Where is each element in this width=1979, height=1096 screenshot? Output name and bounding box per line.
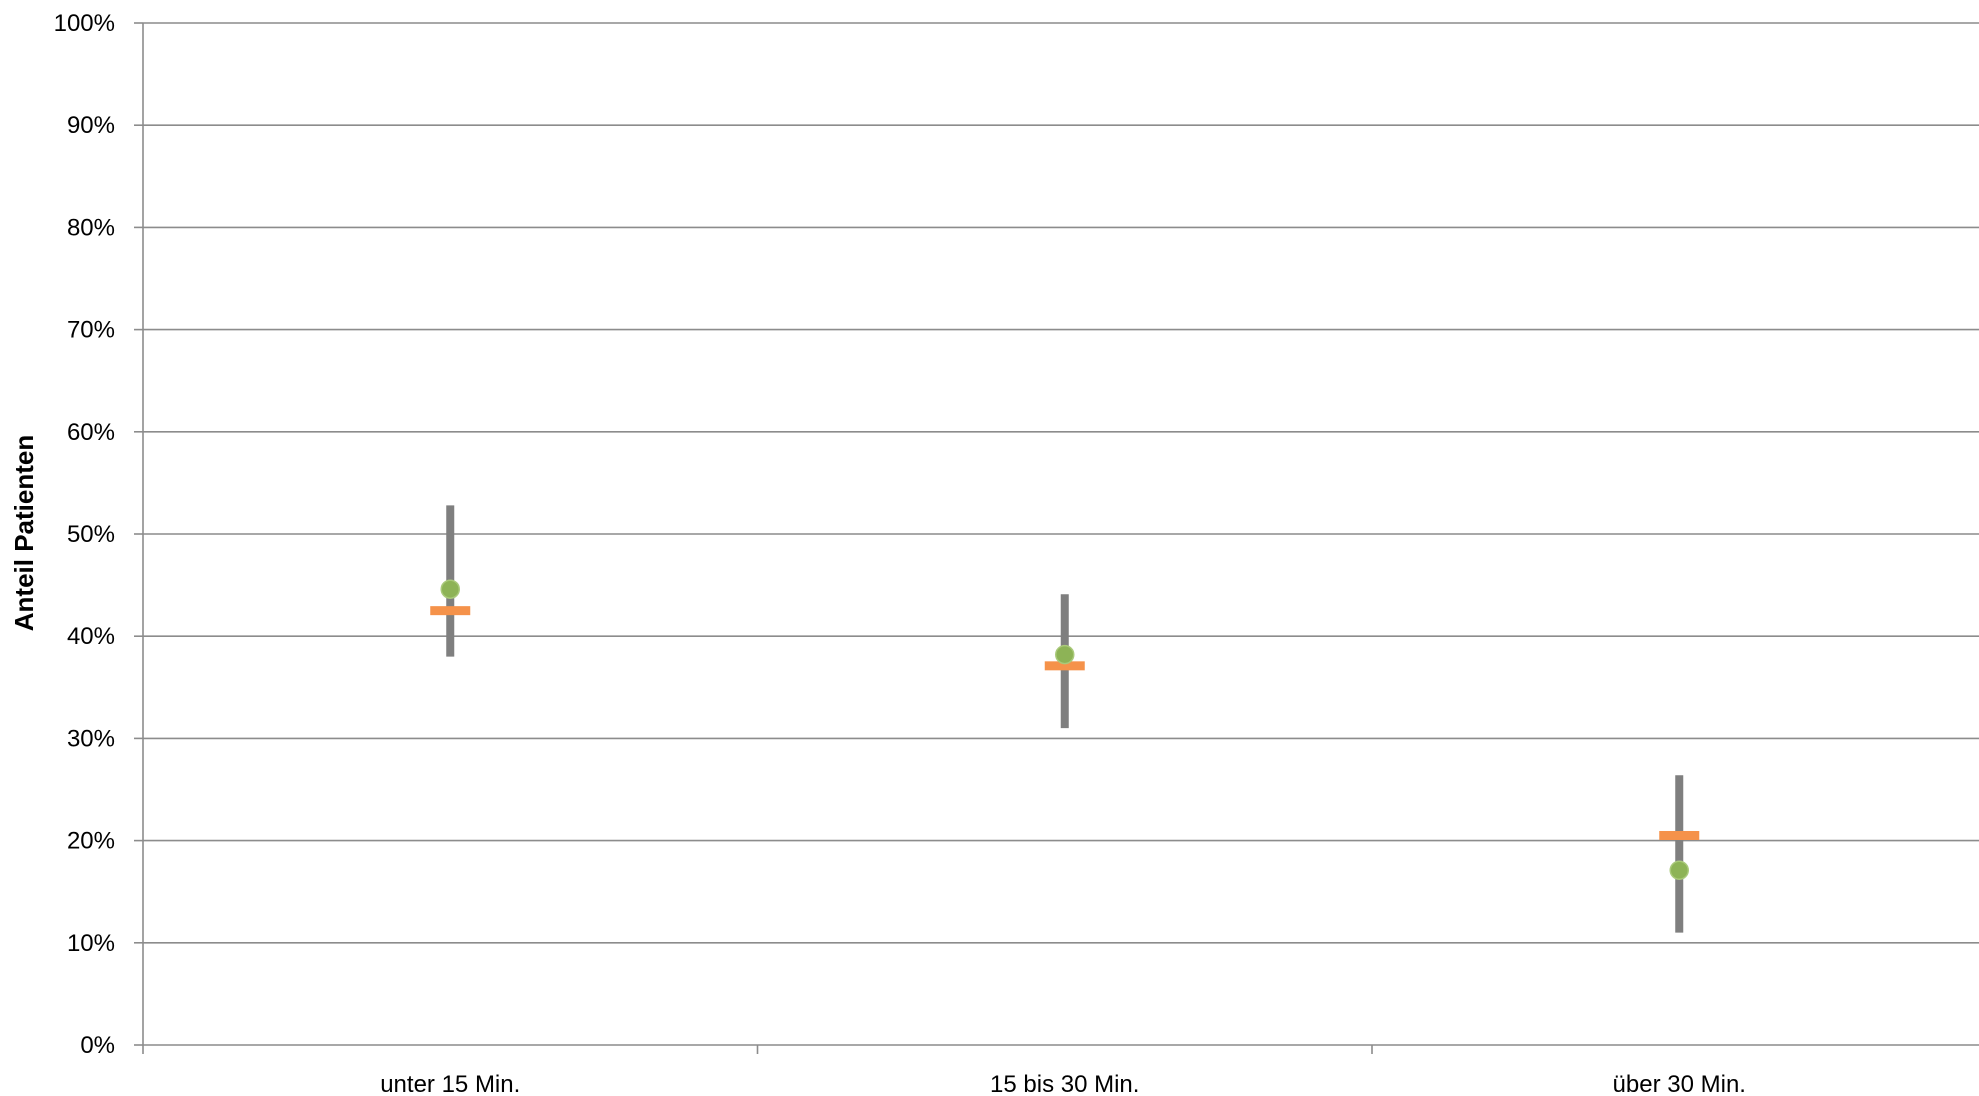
y-tick-label: 0%: [80, 1032, 115, 1059]
y-tick-label: 30%: [67, 725, 115, 752]
circle-marker: [1055, 644, 1075, 665]
y-axis-title: Anteil Patienten: [9, 435, 39, 631]
dash-marker: [1044, 661, 1085, 671]
axes: [142, 23, 1979, 1046]
x-tick-label: unter 15 Min.: [380, 1071, 520, 1096]
gridlines: [143, 22, 1979, 944]
y-tick-label: 100%: [54, 10, 115, 37]
x-tick-label: 15 bis 30 Min.: [990, 1071, 1139, 1096]
x-axis-ticks: unter 15 Min. 15 bis 30 Min. über 30 Min.: [142, 1045, 1746, 1096]
y-tick-label: 60%: [67, 419, 115, 446]
data-marks: [430, 505, 1700, 933]
circle-marker: [1669, 860, 1689, 880]
y-tick-label: 50%: [67, 521, 115, 548]
y-tick-label: 10%: [67, 930, 115, 957]
y-tick-label: 70%: [67, 317, 115, 344]
circle-marker: [440, 579, 460, 599]
dash-marker: [1659, 830, 1700, 840]
y-axis-ticks: 0% 10% 20% 30% 40% 50% 60% 70% 80% 90% 100%: [54, 10, 143, 1059]
y-tick-label: 90%: [67, 112, 115, 139]
y-tick-label: 80%: [67, 214, 115, 241]
y-tick-label: 20%: [67, 828, 115, 855]
dash-marker: [430, 606, 471, 616]
y-tick-label: 40%: [67, 623, 115, 650]
x-tick-label: über 30 Min.: [1613, 1071, 1746, 1096]
